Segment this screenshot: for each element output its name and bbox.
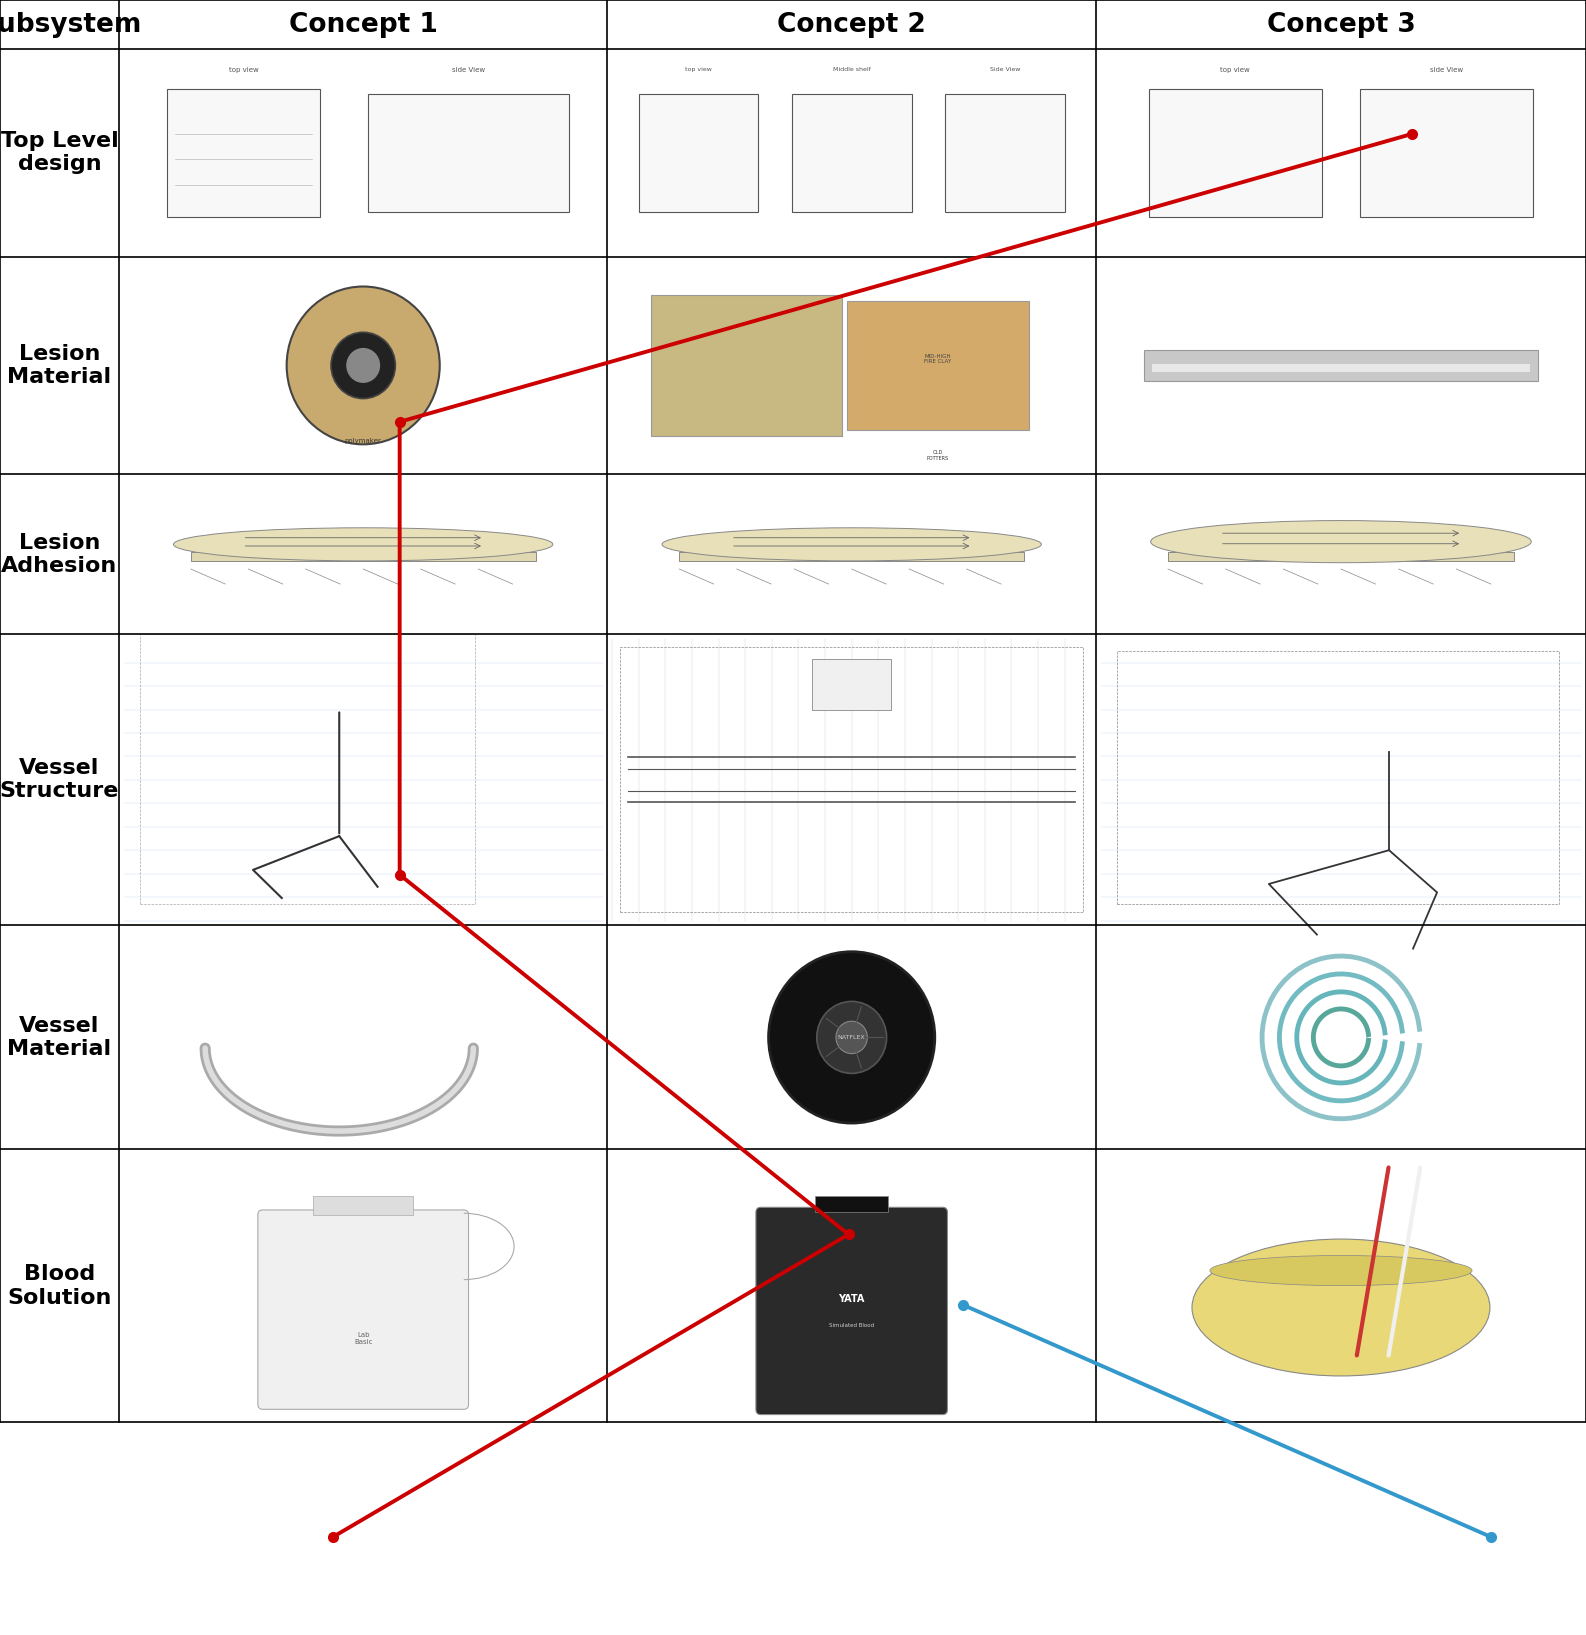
Text: Lesion
Material: Lesion Material — [8, 343, 111, 387]
Bar — [122, 52, 604, 253]
Bar — [1099, 477, 1583, 631]
FancyBboxPatch shape — [259, 1210, 468, 1409]
Bar — [611, 1153, 1093, 1419]
Text: Vessel
Material: Vessel Material — [8, 1015, 111, 1059]
Text: Subsystem: Subsystem — [0, 11, 141, 38]
Bar — [1117, 651, 1559, 904]
Ellipse shape — [287, 286, 439, 445]
Bar — [312, 1195, 414, 1215]
Bar — [122, 638, 604, 922]
Text: Lab
Basic: Lab Basic — [354, 1333, 373, 1346]
Text: Middle shelf: Middle shelf — [833, 67, 871, 72]
Text: MID-HIGH
FIRE CLAY: MID-HIGH FIRE CLAY — [925, 353, 952, 365]
Ellipse shape — [1193, 1239, 1489, 1377]
Bar — [1099, 52, 1583, 253]
Bar — [620, 647, 1083, 912]
Bar — [815, 1197, 888, 1212]
FancyBboxPatch shape — [757, 1207, 947, 1414]
Bar — [611, 929, 1093, 1146]
Bar — [1151, 365, 1530, 371]
Bar — [1099, 638, 1583, 922]
Text: Vessel
Structure: Vessel Structure — [0, 759, 119, 801]
Bar — [611, 477, 1093, 631]
Ellipse shape — [769, 952, 934, 1123]
Ellipse shape — [817, 1001, 887, 1074]
Bar — [650, 294, 842, 437]
Bar — [190, 553, 536, 561]
Text: Blood
Solution: Blood Solution — [8, 1264, 111, 1308]
Ellipse shape — [836, 1022, 868, 1053]
Text: Lesion
Adhesion: Lesion Adhesion — [2, 533, 117, 576]
Bar — [368, 93, 569, 213]
Bar — [122, 929, 604, 1146]
Text: top view: top view — [1220, 67, 1250, 74]
Ellipse shape — [1151, 520, 1530, 562]
Text: YATA: YATA — [839, 1293, 864, 1305]
Bar — [140, 634, 474, 904]
Text: side View: side View — [452, 67, 485, 74]
Text: Concept 3: Concept 3 — [1267, 11, 1415, 38]
Bar — [122, 477, 604, 631]
Bar — [1148, 88, 1321, 217]
Ellipse shape — [173, 528, 554, 561]
Ellipse shape — [1210, 1256, 1472, 1285]
Ellipse shape — [346, 347, 381, 384]
Text: OLD
POTTERS: OLD POTTERS — [926, 450, 948, 461]
Text: Side View: Side View — [990, 67, 1020, 72]
Bar — [812, 659, 891, 710]
Ellipse shape — [331, 332, 395, 399]
Bar — [167, 88, 320, 217]
Text: side View: side View — [1431, 67, 1464, 74]
Bar — [847, 301, 1029, 430]
Bar — [611, 638, 1093, 922]
Bar — [122, 1153, 604, 1419]
Text: Simulated Blood: Simulated Blood — [829, 1323, 874, 1328]
Text: Concept 1: Concept 1 — [289, 11, 438, 38]
Bar — [1361, 88, 1534, 217]
Bar — [1099, 929, 1583, 1146]
Text: polymaker: polymaker — [344, 438, 382, 445]
Bar — [122, 260, 604, 471]
Text: Top Level
design: Top Level design — [0, 131, 119, 175]
Bar — [1099, 260, 1583, 471]
Bar — [639, 93, 758, 213]
Text: NATFLEX: NATFLEX — [837, 1035, 866, 1040]
Bar — [611, 260, 1093, 471]
Ellipse shape — [661, 528, 1042, 561]
Bar — [945, 93, 1064, 213]
Bar — [679, 553, 1025, 561]
Text: top view: top view — [228, 67, 259, 74]
Bar — [611, 52, 1093, 253]
Bar — [1099, 1153, 1583, 1419]
Text: Concept 2: Concept 2 — [777, 11, 926, 38]
Bar — [791, 93, 912, 213]
Text: top view: top view — [685, 67, 712, 72]
Bar — [1167, 553, 1515, 561]
Bar — [1144, 350, 1538, 381]
